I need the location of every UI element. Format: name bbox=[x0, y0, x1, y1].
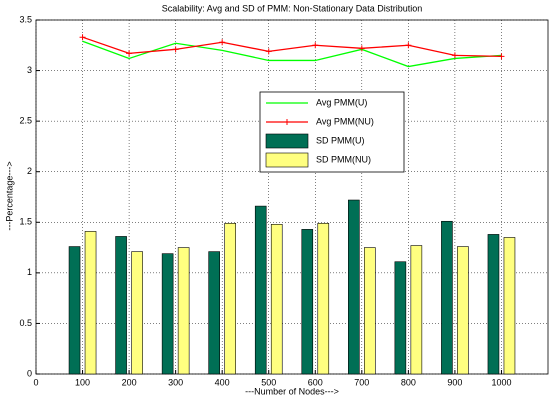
marker bbox=[358, 45, 365, 52]
x-tick-label: 400 bbox=[215, 377, 230, 387]
chart-title: Scalability: Avg and SD of PMM: Non-Stat… bbox=[162, 3, 422, 13]
x-tick-label: 0 bbox=[33, 377, 38, 387]
legend-swatch bbox=[265, 133, 309, 149]
y-tick-label: 3 bbox=[27, 65, 32, 75]
y-tick-label: 3.5 bbox=[19, 14, 32, 24]
bar bbox=[115, 236, 127, 375]
y-tick-label: 0.5 bbox=[19, 318, 32, 328]
marker bbox=[79, 34, 86, 41]
marker bbox=[405, 42, 412, 49]
line bbox=[82, 36, 502, 58]
bar bbox=[503, 237, 516, 375]
y-tick-label: 1 bbox=[27, 267, 32, 277]
y-tick-label: 1.5 bbox=[19, 217, 32, 227]
legend-swatch bbox=[265, 152, 309, 168]
bar bbox=[348, 199, 360, 375]
x-tick-label: 700 bbox=[354, 377, 369, 387]
bar bbox=[224, 222, 236, 375]
y-tick-label: 2.5 bbox=[19, 116, 32, 126]
x-tick-label: 100 bbox=[75, 377, 90, 387]
marker bbox=[172, 46, 179, 53]
legend-label: SD PMM(NU) bbox=[316, 154, 371, 164]
legend-label: Avg PMM(U) bbox=[316, 97, 367, 107]
bar bbox=[317, 222, 330, 375]
bar bbox=[441, 220, 453, 375]
legend-label: SD PMM(U) bbox=[316, 135, 365, 145]
x-tick-label: 800 bbox=[401, 377, 416, 387]
marker bbox=[312, 42, 319, 49]
y-axis-label: ---Percentage---> bbox=[4, 161, 14, 230]
bar bbox=[208, 251, 220, 375]
bar bbox=[131, 251, 143, 375]
bar bbox=[68, 246, 81, 375]
y-tick-label: 2 bbox=[27, 166, 32, 176]
legend-marker bbox=[284, 119, 290, 125]
bar bbox=[177, 247, 190, 375]
x-tick-label: 300 bbox=[168, 377, 183, 387]
plot-frame bbox=[35, 19, 549, 375]
bar bbox=[254, 205, 267, 375]
x-tick-label: 200 bbox=[122, 377, 137, 387]
x-tick-label: 600 bbox=[308, 377, 323, 387]
bar bbox=[487, 234, 500, 375]
x-axis-label: ---Number of Nodes---> bbox=[245, 386, 339, 396]
marker bbox=[126, 50, 133, 57]
x-tick-label: 500 bbox=[261, 377, 276, 387]
bar bbox=[457, 246, 469, 375]
bar bbox=[364, 247, 376, 375]
bar bbox=[394, 261, 407, 375]
bar bbox=[84, 231, 97, 375]
bar bbox=[270, 224, 283, 375]
marker bbox=[219, 39, 226, 46]
bar bbox=[410, 245, 423, 375]
legend-label: Avg PMM(NU) bbox=[316, 116, 374, 126]
marker bbox=[265, 48, 272, 55]
bar bbox=[161, 253, 174, 375]
marker bbox=[498, 53, 505, 60]
x-tick-label: 900 bbox=[447, 377, 462, 387]
y-tick-label: 0 bbox=[27, 368, 32, 378]
x-tick-label: 1000 bbox=[491, 377, 511, 387]
marker bbox=[451, 52, 458, 59]
bar bbox=[301, 229, 314, 375]
